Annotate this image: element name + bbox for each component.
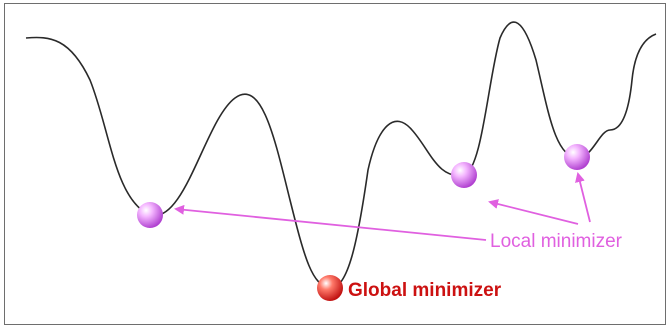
local-minimizer-label: Local minimizer	[490, 231, 623, 252]
global-minimizer-label: Global minimizer	[348, 280, 502, 301]
arrow-to-local-min-3	[575, 172, 591, 223]
arrow-to-local-min-2	[488, 199, 579, 225]
local-minimizer-ball-1	[137, 202, 163, 228]
local-minimizer-ball-2	[451, 162, 477, 188]
arrow-to-local-min-1	[174, 204, 487, 241]
global-minimizer-ball	[317, 275, 343, 301]
diagram-frame	[4, 3, 666, 325]
local-minimizer-ball-3	[564, 144, 590, 170]
